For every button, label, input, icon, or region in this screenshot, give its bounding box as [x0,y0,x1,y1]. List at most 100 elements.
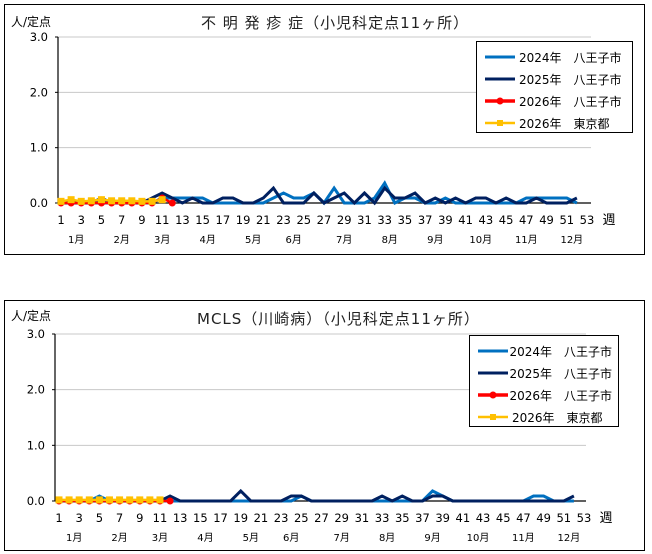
x-tick-label: 27 [314,511,329,525]
month-label: 12月 [560,234,583,246]
data-point-marker [108,197,116,205]
data-point-marker [105,496,113,504]
x-tick-label: 31 [357,213,372,227]
month-label: 6月 [283,532,299,544]
y-tick-label: 2.0 [27,383,45,397]
x-tick-label: 7 [116,511,123,525]
legend-line-icon [483,51,517,63]
x-tick-label: 17 [213,511,228,525]
data-point-marker [146,496,154,504]
x-tick-label: 11 [155,213,170,227]
month-label: 12月 [557,532,580,544]
x-tick-label: 33 [375,511,390,525]
legend-line-circle-marker-icon [476,389,508,401]
x-tick-label: 47 [516,511,531,525]
month-label: 4月 [197,532,213,544]
data-point-marker [168,199,176,207]
data-point-marker [148,197,156,205]
x-tick-label: 39 [438,213,453,227]
month-label: 6月 [285,234,301,246]
y-tick-label: 1.0 [30,141,48,155]
x-tick-label: 53 [577,511,592,525]
x-tick-label: 15 [195,213,210,227]
data-point-marker [87,197,95,205]
legend-label: 2025年 八王子市 [509,366,612,381]
data-point-marker [97,196,105,204]
legend-label: 2025年 八王子市 [519,72,622,87]
legend-line-icon [476,345,508,357]
month-label: 7月 [334,532,350,544]
x-tick-label: 49 [536,511,551,525]
x-tick-label: 9 [136,511,143,525]
x-tick-label: 37 [415,511,430,525]
legend-item-2024-hachioji: 2024年 八王子市 [483,46,626,68]
month-label: 4月 [199,234,215,246]
data-point-marker [156,496,164,504]
y-tick-label: 0.0 [30,196,48,210]
month-label: 5月 [245,234,261,246]
data-point-marker [75,496,83,504]
data-point-marker [126,496,134,504]
month-label: 5月 [243,532,259,544]
x-tick-label: 25 [294,511,309,525]
x-tick-label: 5 [98,213,105,227]
month-label: 3月 [152,532,168,544]
x-tick-label: 25 [296,213,311,227]
month-label: 10月 [469,234,492,246]
month-label: 2月 [114,234,130,246]
x-tick-label: 41 [458,213,473,227]
legend-line-icon [476,367,508,379]
legend-label: 2024年 八王子市 [509,344,612,359]
month-label: 2月 [111,532,127,544]
x-tick-label: 13 [173,511,188,525]
data-point-marker [136,496,144,504]
legend-label: 2026年 東京都 [519,116,610,131]
x-tick-label: 45 [499,213,514,227]
month-label: 9月 [424,532,440,544]
data-point-marker [128,197,136,205]
x-axis-unit-label: 週 [602,213,615,228]
chart-panel-fuhatsu-hasshin: 0.0 1.0 2.0 3.0 1 3 5 7 9 11 13 15 17 19 21 23 25 27 29 31 3… [4,4,645,255]
x-tick-label: 17 [216,213,231,227]
x-tick-label: 35 [398,213,413,227]
x-tick-label: 49 [539,213,554,227]
legend-item-2026-hachioji: 2026年 八王子市 [476,384,612,406]
x-tick-label: 37 [418,213,433,227]
legend-item-2025-hachioji: 2025年 八王子市 [483,68,626,90]
x-tick-label: 33 [377,213,392,227]
x-tick-label: 3 [76,511,83,525]
legend-item-2026-hachioji: 2026年 八王子市 [483,90,626,112]
x-tick-label: 47 [519,213,534,227]
x-tick-label: 5 [96,511,103,525]
chart-title: 不 明 発 疹 症（小児科定点11ヶ所） [201,14,470,32]
legend-label: 2026年 東京都 [512,410,603,425]
data-point-marker [138,197,146,205]
x-tick-label: 39 [435,511,450,525]
x-tick-label: 1 [55,511,62,525]
chart-title: MCLS（川崎病）（小児科定点11ヶ所） [197,310,480,328]
data-point-marker [55,496,63,504]
month-label: 1月 [68,234,84,246]
data-point-marker [166,497,174,505]
x-tick-label: 29 [334,511,349,525]
x-tick-label: 51 [556,511,571,525]
legend-item-2026-tokyo: 2026年 東京都 [476,406,612,428]
legend-item-2025-hachioji: 2025年 八王子市 [476,362,612,384]
x-tick-label: 23 [276,213,291,227]
x-tick-label: 43 [476,511,491,525]
y-tick-label: 2.0 [30,85,48,99]
legend-label: 2026年 八王子市 [509,388,612,403]
x-tick-label: 19 [233,511,248,525]
data-point-marker [95,496,103,504]
chart-panel-mcls-kawasaki: 0.0 1.0 2.0 3.0 1 3 5 7 9 11 13 15 17 19 21 23 25 27 29 31 3… [4,300,645,551]
month-label: 7月 [336,234,352,246]
x-tick-label: 43 [479,213,494,227]
chart-plot-area: 0.01.02.03.01 3 5 7 9 11 13 15 17 19 21 23 25 27 29 31 3… [27,327,613,544]
y-axis-unit-label: 人/定点 [11,309,52,323]
legend-label: 2024年 八王子市 [519,50,622,65]
x-tick-label: 45 [496,511,511,525]
data-point-marker [67,196,75,204]
y-tick-label: 1.0 [27,438,45,452]
data-point-marker [116,496,124,504]
month-label: 8月 [382,234,398,246]
